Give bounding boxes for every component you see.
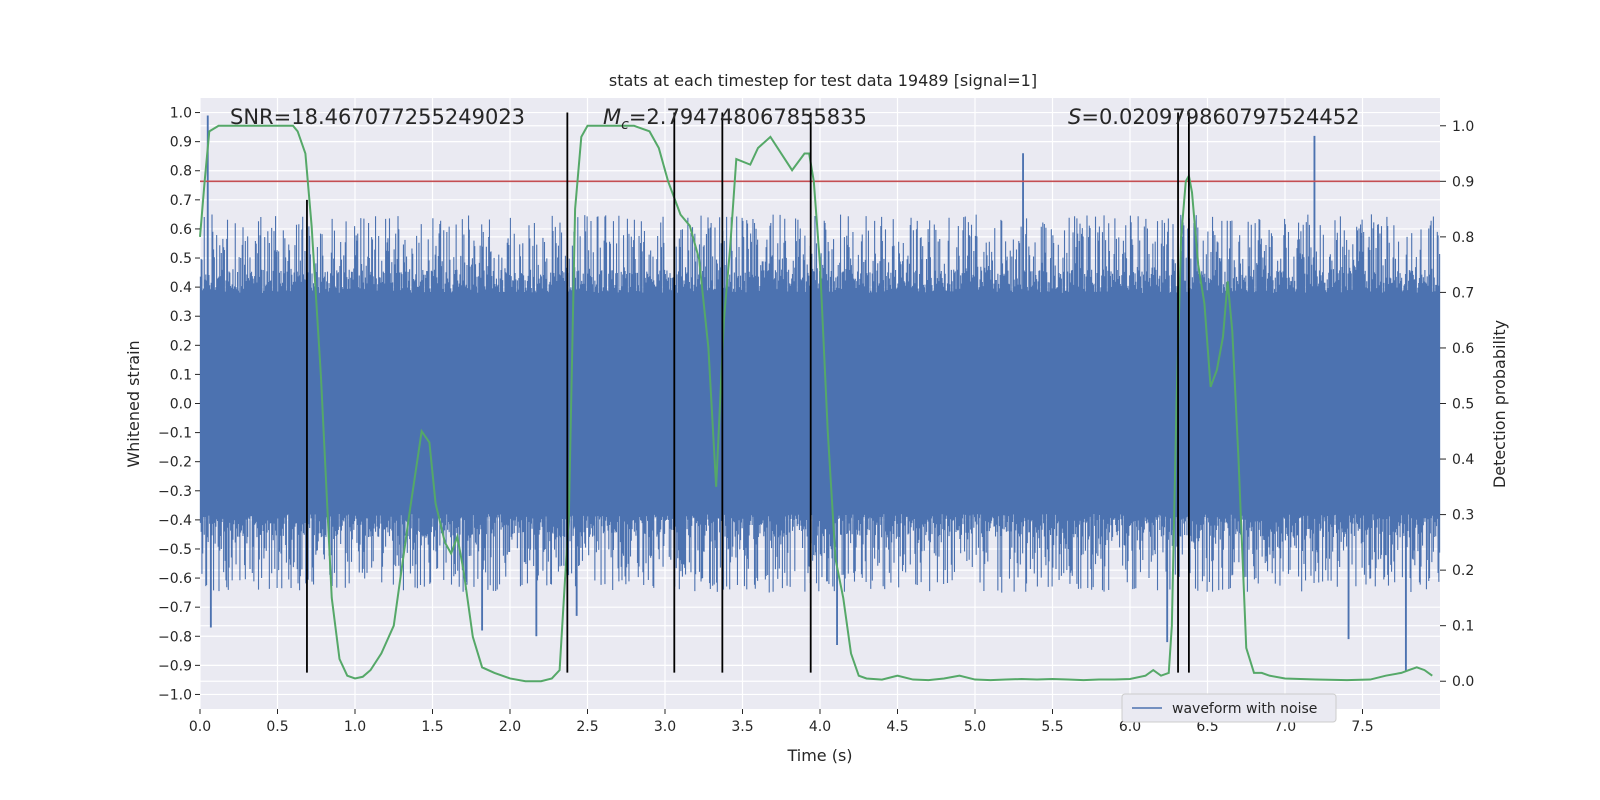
x-tick-label: 1.5: [421, 719, 443, 735]
chirp-mass-symbol: M: [603, 105, 621, 129]
y-tick-label: −0.2: [158, 455, 192, 471]
y-tick-label: −1.0: [158, 687, 192, 703]
vertical-lines: [306, 112, 1190, 673]
chirp-mass-value: =2.794748067855835: [629, 105, 867, 129]
x-tick-label: 5.5: [1041, 719, 1063, 735]
x-tick-label: 6.0: [1119, 719, 1141, 735]
y-tick-label: −0.3: [158, 484, 192, 500]
y-tick-label: −0.6: [158, 571, 192, 587]
legend: waveform with noise: [1121, 693, 1337, 723]
plot-area: [199, 98, 1441, 709]
x-tick-label: 4.5: [886, 719, 908, 735]
waveform-line: [199, 115, 1441, 672]
spin-value: =0.020979860797524452: [1081, 105, 1359, 129]
y-tick-label: −0.1: [158, 426, 192, 442]
y-tick-label: 0.0: [170, 397, 192, 413]
chirp-mass-subscript: c: [621, 117, 629, 133]
y2-tick-label: 0.1: [1452, 619, 1474, 635]
y2-tick-label: 1.0: [1452, 119, 1474, 135]
legend-box: [1121, 693, 1337, 723]
spin-annotation: S=0.020979860797524452: [1068, 105, 1359, 129]
x-tick-label: 2.5: [576, 719, 598, 735]
y2-axis-label: Detection probability: [1490, 320, 1509, 488]
x-tick-label: 5.0: [964, 719, 986, 735]
x-tick-label: 3.0: [654, 719, 676, 735]
y-tick-label: 0.6: [170, 222, 192, 238]
y2-tick-label: 0.7: [1452, 285, 1474, 301]
y2-tick-label: 0.5: [1452, 397, 1474, 413]
probability-line: [199, 124, 1433, 683]
y-tick-label: 0.9: [170, 135, 192, 151]
waveform-series: [199, 115, 1441, 672]
y-tick-label: −0.9: [158, 658, 192, 674]
y-tick-label: 0.3: [170, 309, 192, 325]
y2-tick-label: 0.3: [1452, 508, 1474, 524]
x-tick-label: 4.0: [809, 719, 831, 735]
chart-title: stats at each timestep for test data 194…: [609, 71, 1037, 90]
y-tick-label: −0.7: [158, 600, 192, 616]
y-tick-label: −0.5: [158, 542, 192, 558]
snr-annotation: SNR=18.467077255249023: [230, 105, 525, 129]
x-tick-label: 7.0: [1274, 719, 1296, 735]
y-tick-label: −0.8: [158, 629, 192, 645]
y-tick-label: 0.2: [170, 338, 192, 354]
tick-labels: 0.0 0.5 1.0 1.5 2.0 2.5 3.0 3.5 4.0 4.5 5.0 5.5 6.0 6…: [158, 106, 1474, 735]
y-tick-label: 0.7: [170, 193, 192, 209]
x-tick-label: 1.0: [344, 719, 366, 735]
y2-tick-label: 0.8: [1452, 230, 1474, 246]
y-tick-label: 0.1: [170, 367, 192, 383]
x-tick-label: 7.5: [1351, 719, 1373, 735]
y2-tick-label: 0.9: [1452, 174, 1474, 190]
x-axis-label: Time (s): [786, 746, 852, 765]
x-tick-label: 0.5: [266, 719, 288, 735]
spin-symbol: S: [1068, 105, 1081, 129]
y-tick-label: 1.0: [170, 106, 192, 122]
y2-tick-label: 0.4: [1452, 452, 1474, 468]
y2-tick-label: 0.6: [1452, 341, 1474, 357]
y-tick-label: −0.4: [158, 513, 192, 529]
y-axis-label: Whitened strain: [124, 340, 143, 467]
x-tick-label: 2.0: [499, 719, 521, 735]
y-tick-label: 0.8: [170, 164, 192, 180]
y-tick-label: 0.4: [170, 280, 192, 296]
y2-tick-label: 0.2: [1452, 563, 1474, 579]
chirp-mass-annotation: Mc=2.794748067855835: [603, 105, 867, 133]
legend-label-waveform: waveform with noise: [1172, 701, 1317, 717]
x-tick-label: 6.5: [1196, 719, 1218, 735]
x-tick-label: 3.5: [731, 719, 753, 735]
y-tick-label: 0.5: [170, 251, 192, 267]
probability-series: [199, 124, 1433, 683]
x-tick-label: 0.0: [189, 719, 211, 735]
y2-tick-label: 0.0: [1452, 674, 1474, 690]
